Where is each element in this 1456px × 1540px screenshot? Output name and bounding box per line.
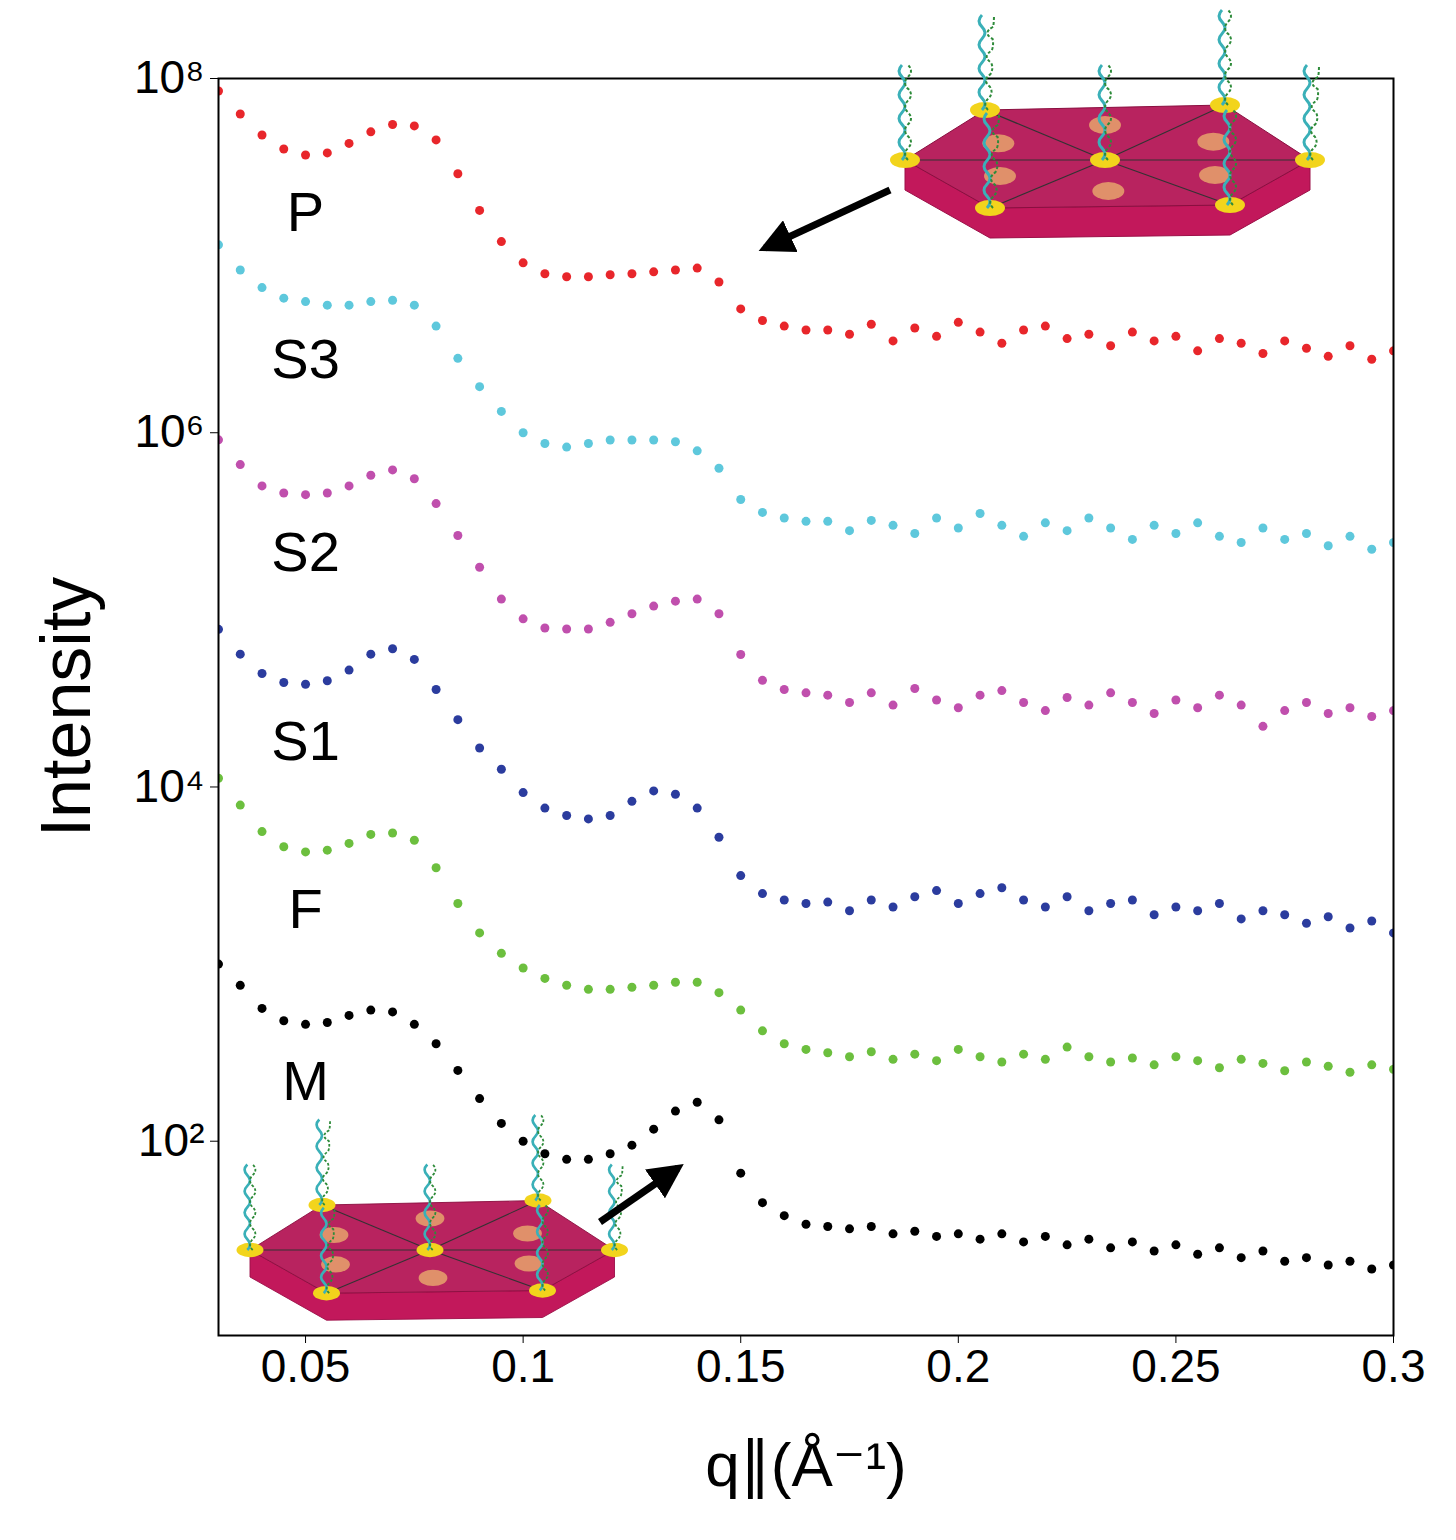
svg-text:0.25: 0.25	[1131, 1340, 1221, 1392]
svg-text:0.1: 0.1	[491, 1340, 555, 1392]
svg-text:F: F	[288, 877, 322, 940]
svg-text:S2: S2	[271, 520, 340, 583]
svg-text:M: M	[282, 1049, 329, 1112]
svg-text:S1: S1	[271, 709, 340, 772]
svg-text:S3: S3	[271, 327, 340, 390]
svg-text:0.2: 0.2	[926, 1340, 990, 1392]
svg-text:0.15: 0.15	[696, 1340, 786, 1392]
svg-text:P: P	[287, 180, 324, 243]
svg-text:10⁸: 10⁸	[134, 51, 205, 103]
svg-text:0.05: 0.05	[261, 1340, 351, 1392]
svg-text:Intensity: Intensity	[27, 577, 105, 838]
svg-text:10⁶: 10⁶	[134, 405, 204, 457]
svg-text:0.3: 0.3	[1362, 1340, 1426, 1392]
svg-text:10²: 10²	[138, 1114, 204, 1166]
svg-text:q∥(Å⁻¹): q∥(Å⁻¹)	[705, 1430, 907, 1500]
svg-text:10⁴: 10⁴	[134, 760, 205, 812]
